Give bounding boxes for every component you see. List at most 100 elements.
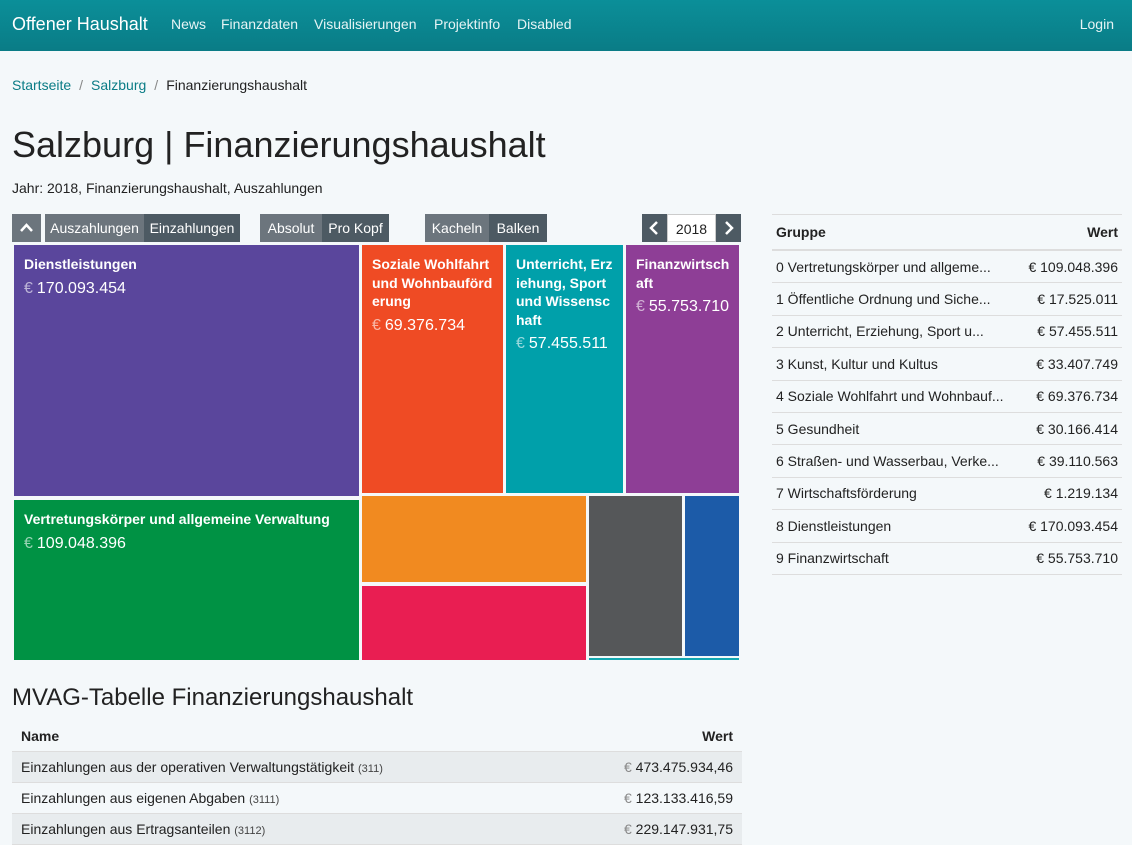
currency-symbol: € — [623, 759, 632, 775]
nav-item-disabled[interactable]: Disabled — [517, 16, 572, 32]
page-subtitle: Jahr: 2018, Finanzierungshaushalt, Ausza… — [12, 180, 323, 196]
currency-symbol: € — [1036, 355, 1045, 372]
group-value: € 39.110.563 — [1019, 444, 1122, 478]
pro-kopf-toggle[interactable]: Pro Kopf — [322, 214, 389, 242]
group-name: 3 Kunst, Kultur und Kultus — [772, 347, 1020, 381]
treemap-tile-unterricht[interactable]: Unterricht, Erziehung, Sport und Wissens… — [506, 245, 623, 493]
currency-symbol: € — [372, 316, 381, 334]
table-row[interactable]: 4 Soziale Wohlfahrt und Wohnbauf... € 69.… — [772, 380, 1122, 413]
value-amount: 473.475.934,46 — [635, 759, 733, 775]
currency-symbol: € — [24, 279, 33, 297]
group-value: € 17.525.011 — [1019, 282, 1122, 316]
currency-symbol: € — [636, 298, 645, 315]
chevron-right-icon — [725, 221, 734, 235]
value-amount: 1.219.134 — [1055, 485, 1118, 502]
currency-symbol: € — [1036, 550, 1045, 567]
group-name: 7 Wirtschaftsförderung — [772, 477, 1020, 511]
table-row[interactable]: 2 Unterricht, Erziehung, Sport u... € 57.… — [772, 315, 1122, 349]
kacheln-toggle[interactable]: Kacheln — [425, 214, 489, 242]
collapse-button[interactable] — [12, 214, 41, 242]
balken-toggle[interactable]: Balken — [489, 214, 547, 242]
previous-year-button[interactable] — [642, 214, 667, 242]
treemap-tile-soziale-wohlfahrt[interactable]: Soziale Wohlfahrt und Wohnbauförderung €… — [362, 245, 503, 493]
mvag-name: Einzahlungen aus Ertragsanteilen (3112) — [12, 813, 560, 845]
mvag-title: MVAG-Tabelle Finanzierungshaushalt — [12, 684, 414, 711]
mvag-label: Einzahlungen aus Ertragsanteilen — [21, 821, 231, 837]
group-name: 9 Finanzwirtschaft — [772, 542, 1020, 575]
nav-item-projektinfo[interactable]: Projektinfo — [434, 16, 501, 32]
group-value: € 170.093.454 — [1019, 509, 1122, 543]
table-row[interactable]: 9 Finanzwirtschaft € 55.753.710 — [772, 542, 1122, 575]
breadcrumb-current: Finanzierungshaushalt — [166, 77, 308, 93]
group-name: 5 Gesundheit — [772, 412, 1020, 446]
table-row[interactable]: 3 Kunst, Kultur und Kultus € 33.407.749 — [772, 347, 1122, 381]
mvag-name: Einzahlungen aus eigenen Abgaben (3111) — [12, 782, 560, 814]
group-value: € 109.048.396 — [1019, 250, 1122, 284]
currency-symbol: € — [1037, 291, 1046, 308]
nav-item-visualisierungen[interactable]: Visualisierungen — [314, 16, 417, 32]
table-row[interactable]: 1 Öffentliche Ordnung und Siche... € 17.5… — [772, 282, 1122, 316]
currency-symbol: € — [1037, 453, 1046, 470]
column-header-wert[interactable]: Wert — [1019, 214, 1122, 251]
currency-symbol: € — [1028, 258, 1037, 275]
value-amount: 30.166.414 — [1047, 420, 1118, 437]
next-year-button[interactable] — [716, 214, 741, 242]
mvag-label: Einzahlungen aus der operativen Verwaltu… — [21, 759, 355, 775]
mvag-table: Name Wert Einzahlungen aus der operative… — [12, 720, 742, 845]
group-name: 1 Öffentliche Ordnung und Siche... — [772, 282, 1020, 316]
tile-label: Vertretungskörper und allgemeine Verwalt… — [24, 511, 330, 527]
mvag-label: Einzahlungen aus eigenen Abgaben — [21, 790, 246, 806]
breadcrumb: Startseite / Salzburg / Finanzierungshaushal… — [12, 77, 307, 93]
tile-label: Unterricht, Erziehung, Sport und Wissens… — [516, 256, 613, 328]
table-row[interactable]: 6 Straßen- und Wasserbau, Verke... € 39.1… — [772, 444, 1122, 478]
value-amount: 55.753.710 — [1047, 550, 1118, 567]
table-row[interactable]: Einzahlungen aus der operativen Verwaltu… — [12, 751, 742, 783]
treemap-tile-finanzwirtschaft[interactable]: Finanzwirtschaft €55.753.710 — [626, 245, 739, 493]
breadcrumb-salzburg[interactable]: Salzburg — [91, 77, 147, 93]
treemap-tile-gray[interactable] — [589, 496, 682, 656]
login-link[interactable]: Login — [1079, 16, 1114, 32]
breadcrumb-startseite[interactable]: Startseite — [12, 77, 72, 93]
currency-symbol: € — [1037, 323, 1046, 340]
treemap-tile-orange[interactable] — [362, 496, 586, 582]
currency-symbol: € — [623, 821, 632, 837]
group-value: € 1.219.134 — [1019, 477, 1122, 511]
table-row[interactable]: 0 Vertretungskörper und allgeme... € 109.… — [772, 250, 1122, 284]
tile-label: Dienstleistungen — [24, 256, 137, 272]
currency-symbol: € — [623, 790, 632, 806]
value-amount: 17.525.011 — [1048, 291, 1118, 308]
nav-item-news[interactable]: News — [171, 16, 207, 32]
value-amount: 57.455.511 — [1048, 323, 1118, 340]
value-amount: 123.133.416,59 — [635, 790, 733, 806]
group-name: 8 Dienstleistungen — [772, 509, 1020, 543]
table-row[interactable]: 5 Gesundheit € 30.166.414 — [772, 412, 1122, 446]
year-display: 2018 — [667, 214, 716, 242]
nav-item-finanzdaten[interactable]: Finanzdaten — [221, 16, 299, 32]
mvag-code: (311) — [358, 763, 383, 775]
currency-symbol: € — [1044, 485, 1052, 502]
treemap-tile-red[interactable] — [362, 586, 586, 660]
treemap-tile-blue[interactable] — [685, 496, 739, 656]
mvag-value: € 123.133.416,59 — [559, 782, 742, 814]
einzahlungen-toggle[interactable]: Einzahlungen — [144, 214, 240, 242]
chevron-up-icon — [20, 223, 33, 232]
treemap-tile-vertretungskoerper[interactable]: Vertretungskörper und allgemeine Verwalt… — [14, 500, 359, 660]
table-row[interactable]: 8 Dienstleistungen € 170.093.454 — [772, 509, 1122, 543]
table-row[interactable]: 7 Wirtschaftsförderung € 1.219.134 — [772, 477, 1122, 511]
table-row[interactable]: Einzahlungen aus eigenen Abgaben (3111) €… — [12, 782, 742, 814]
group-value: € 30.166.414 — [1019, 412, 1122, 446]
column-header-name[interactable]: Name — [12, 720, 560, 752]
absolut-toggle[interactable]: Absolut — [260, 214, 322, 242]
column-header-gruppe[interactable]: Gruppe — [772, 214, 1020, 251]
table-row[interactable]: Einzahlungen aus Ertragsanteilen (3112) €… — [12, 813, 742, 845]
top-navbar: Offener Haushalt News Finanzdaten Visual… — [0, 0, 1132, 51]
treemap-tile-teal[interactable] — [589, 658, 739, 660]
mvag-name: Einzahlungen aus der operativen Verwaltu… — [12, 751, 560, 783]
currency-symbol: € — [516, 335, 525, 352]
tile-value: 57.455.511 — [528, 335, 608, 352]
currency-symbol: € — [24, 534, 33, 552]
treemap-tile-dienstleistungen[interactable]: Dienstleistungen €170.093.454 — [14, 245, 359, 496]
auszahlungen-toggle[interactable]: Auszahlungen — [45, 214, 144, 242]
brand-link[interactable]: Offener Haushalt — [12, 14, 148, 34]
column-header-wert[interactable]: Wert — [559, 720, 742, 752]
